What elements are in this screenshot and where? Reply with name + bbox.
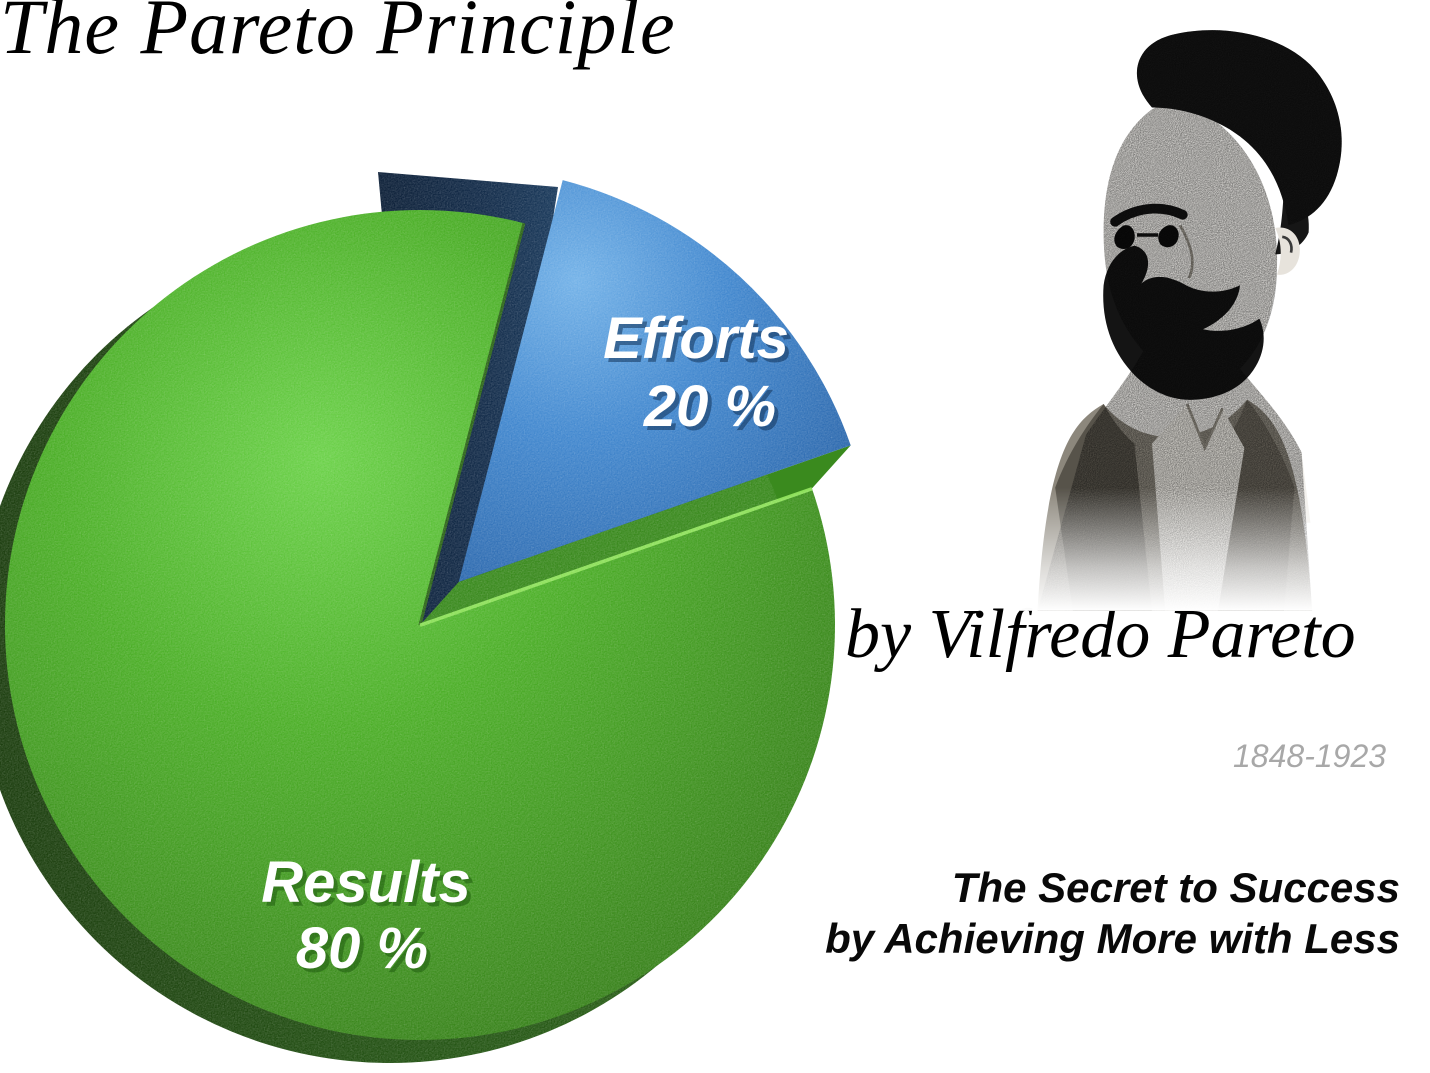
svg-text:Results: Results bbox=[261, 850, 471, 915]
svg-text:20 %: 20 % bbox=[643, 374, 776, 439]
svg-text:Efforts: Efforts bbox=[603, 306, 789, 371]
svg-text:80 %: 80 % bbox=[296, 916, 428, 981]
